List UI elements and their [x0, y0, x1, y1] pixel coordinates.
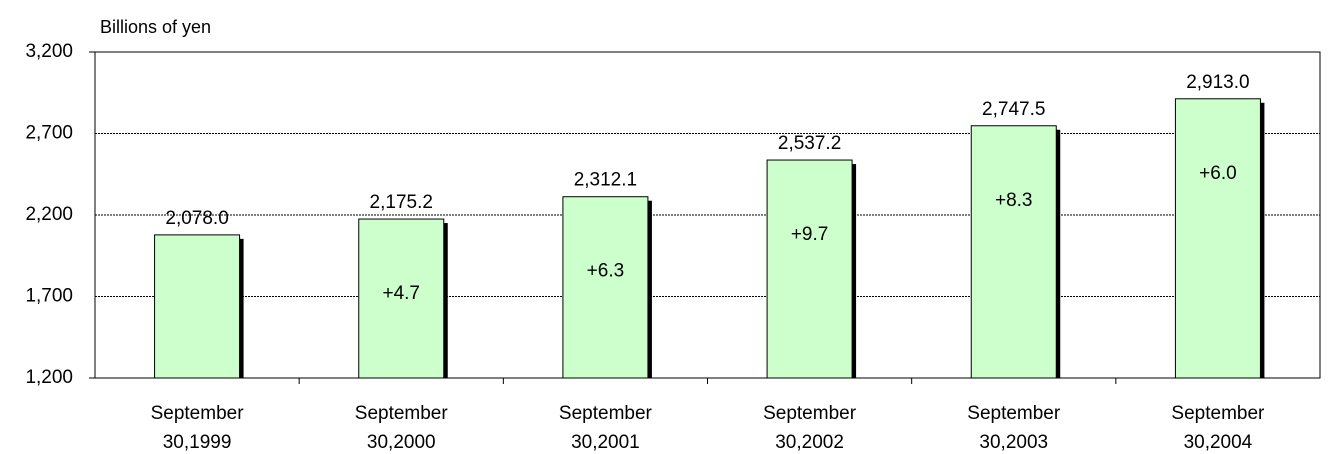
value-label: 2,913.0: [1186, 72, 1249, 93]
x-tick-label: September 30,1999: [150, 403, 244, 453]
x-tick-label: September 30,2000: [354, 403, 448, 453]
bar: [154, 234, 241, 379]
bar: [562, 196, 649, 379]
y-axis-label: Billions of yen: [100, 17, 211, 37]
value-label: 2,537.2: [778, 133, 841, 154]
value-label: 2,747.5: [982, 99, 1045, 120]
growth-label: +9.7: [791, 224, 829, 245]
y-tick-label: 2,700: [25, 123, 73, 144]
x-tick-label: September 30,2004: [1171, 403, 1265, 453]
growth-label: +4.7: [382, 283, 420, 304]
bar: [1174, 98, 1261, 379]
growth-label: +6.0: [1199, 163, 1237, 184]
value-label: 2,312.1: [574, 170, 637, 191]
x-tick-label: September 30,2001: [558, 403, 652, 453]
x-tick-label: September 30,2003: [967, 403, 1061, 453]
value-label: 2,175.2: [370, 192, 433, 213]
y-tick-label: 2,200: [25, 204, 73, 225]
growth-label: +6.3: [587, 261, 625, 282]
value-label: 2,078.0: [165, 208, 228, 229]
y-tick-label: 3,200: [25, 41, 73, 62]
y-tick-label: 1,700: [25, 286, 73, 307]
y-tick-label: 1,200: [25, 367, 73, 388]
x-tick-label: September 30,2002: [763, 403, 857, 453]
bar: [766, 159, 853, 379]
bar: [358, 218, 445, 379]
bar: [970, 125, 1057, 379]
growth-label: +8.3: [995, 190, 1033, 211]
